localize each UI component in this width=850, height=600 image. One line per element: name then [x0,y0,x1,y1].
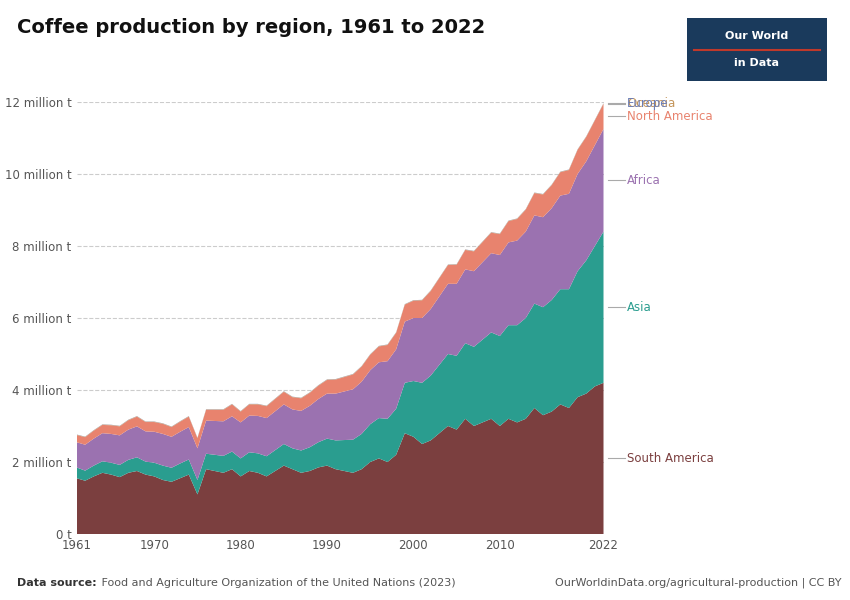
Text: North America: North America [627,110,713,123]
Text: Our World: Our World [725,31,789,41]
Text: Coffee production by region, 1961 to 2022: Coffee production by region, 1961 to 202… [17,18,485,37]
Text: Asia: Asia [627,301,652,314]
Text: Europe: Europe [627,97,669,110]
Text: Data source:: Data source: [17,578,97,588]
Text: Africa: Africa [627,174,661,187]
Text: South America: South America [627,452,714,465]
Text: Oceania: Oceania [627,97,676,110]
Text: Food and Agriculture Organization of the United Nations (2023): Food and Agriculture Organization of the… [98,578,456,588]
Text: OurWorldinData.org/agricultural-production | CC BY: OurWorldinData.org/agricultural-producti… [555,577,842,588]
Text: in Data: in Data [734,58,779,68]
